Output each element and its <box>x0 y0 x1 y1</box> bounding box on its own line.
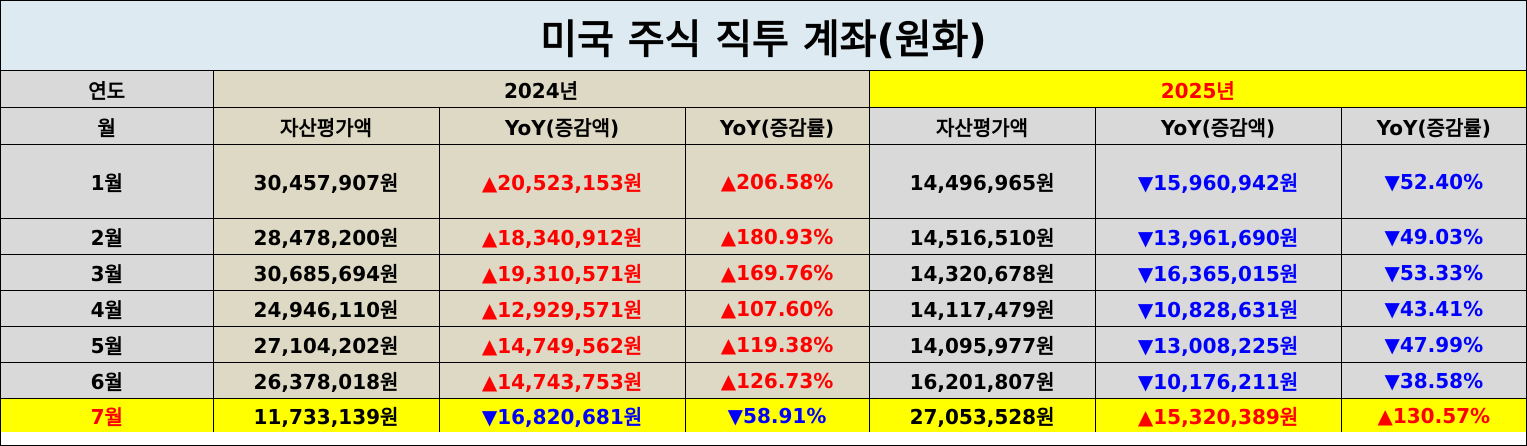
year-2024-cell[interactable]: 2024년 <box>212 71 870 108</box>
month-cell[interactable]: 4월 <box>1 290 214 327</box>
yoy-rate-2024-cell[interactable]: ▲107.60% <box>684 290 870 327</box>
yoy-rate-2025-cell[interactable]: ▼43.41% <box>1340 290 1527 327</box>
yoy-amount-2025-cell[interactable]: ▼13,961,690원 <box>1094 218 1342 255</box>
yoy-amount-2025-cell[interactable]: ▲15,320,389원 <box>1094 398 1342 432</box>
asset-2025-cell[interactable]: 14,496,965원 <box>868 144 1096 219</box>
account-table: 연도 2024년 2025년 월 자산평가액 YoY(증감액) YoY(증감률)… <box>1 71 1527 432</box>
asset-2024-cell[interactable]: 11,733,139원 <box>212 398 440 432</box>
asset-2025-cell[interactable]: 27,053,528원 <box>868 398 1096 432</box>
year-header-row: 연도 2024년 2025년 <box>1 71 1527 108</box>
col-yoy-amount-2024[interactable]: YoY(증감액) <box>438 107 686 145</box>
month-label-cell[interactable]: 월 <box>1 107 214 145</box>
table-row: 2월 28,478,200원 ▲18,340,912원 ▲180.93% 14,… <box>1 218 1527 255</box>
yoy-amount-2025-cell[interactable]: ▼16,365,015원 <box>1094 254 1342 291</box>
col-asset-2025[interactable]: 자산평가액 <box>868 107 1096 145</box>
table-row: 5월 27,104,202원 ▲14,749,562원 ▲119.38% 14,… <box>1 326 1527 363</box>
asset-2025-cell[interactable]: 14,095,977원 <box>868 326 1096 363</box>
col-asset-2024[interactable]: 자산평가액 <box>212 107 440 145</box>
month-cell[interactable]: 6월 <box>1 362 214 399</box>
yoy-rate-2024-cell[interactable]: ▲119.38% <box>684 326 870 363</box>
yoy-rate-2024-cell[interactable]: ▲126.73% <box>684 362 870 399</box>
year-2025-cell[interactable]: 2025년 <box>868 71 1527 108</box>
yoy-amount-2024-cell[interactable]: ▲12,929,571원 <box>438 290 686 327</box>
yoy-rate-2025-cell[interactable]: ▼52.40% <box>1340 144 1527 219</box>
asset-2024-cell[interactable]: 30,685,694원 <box>212 254 440 291</box>
asset-2025-cell[interactable]: 14,516,510원 <box>868 218 1096 255</box>
month-cell[interactable]: 3월 <box>1 254 214 291</box>
col-yoy-rate-2024[interactable]: YoY(증감률) <box>684 107 870 145</box>
yoy-rate-2024-cell[interactable]: ▲169.76% <box>684 254 870 291</box>
page-title: 미국 주식 직투 계좌(원화) <box>1 1 1526 71</box>
yoy-rate-2025-cell[interactable]: ▼47.99% <box>1340 326 1527 363</box>
col-yoy-rate-2025[interactable]: YoY(증감률) <box>1340 107 1527 145</box>
month-cell[interactable]: 5월 <box>1 326 214 363</box>
yoy-amount-2025-cell[interactable]: ▼10,828,631원 <box>1094 290 1342 327</box>
asset-2025-cell[interactable]: 14,117,479원 <box>868 290 1096 327</box>
asset-2024-cell[interactable]: 30,457,907원 <box>212 144 440 219</box>
yoy-amount-2025-cell[interactable]: ▼10,176,211원 <box>1094 362 1342 399</box>
asset-2024-cell[interactable]: 24,946,110원 <box>212 290 440 327</box>
table-row: 4월 24,946,110원 ▲12,929,571원 ▲107.60% 14,… <box>1 290 1527 327</box>
month-cell[interactable]: 1월 <box>1 144 214 219</box>
yoy-rate-2025-cell[interactable]: ▼49.03% <box>1340 218 1527 255</box>
yoy-rate-2025-cell[interactable]: ▼53.33% <box>1340 254 1527 291</box>
asset-2025-cell[interactable]: 14,320,678원 <box>868 254 1096 291</box>
month-cell[interactable]: 7월 <box>1 398 214 432</box>
asset-2024-cell[interactable]: 27,104,202원 <box>212 326 440 363</box>
table-row: 1월 30,457,907원 ▲20,523,153원 ▲206.58% 14,… <box>1 144 1527 219</box>
yoy-amount-2024-cell[interactable]: ▼16,820,681원 <box>438 398 686 432</box>
asset-2025-cell[interactable]: 16,201,807원 <box>868 362 1096 399</box>
yoy-amount-2024-cell[interactable]: ▲18,340,912원 <box>438 218 686 255</box>
yoy-rate-2024-cell[interactable]: ▼58.91% <box>684 398 870 432</box>
yoy-rate-2025-cell[interactable]: ▼38.58% <box>1340 362 1527 399</box>
yoy-amount-2024-cell[interactable]: ▲14,749,562원 <box>438 326 686 363</box>
table-row: 3월 30,685,694원 ▲19,310,571원 ▲169.76% 14,… <box>1 254 1527 291</box>
yoy-amount-2025-cell[interactable]: ▼13,008,225원 <box>1094 326 1342 363</box>
yoy-amount-2025-cell[interactable]: ▼15,960,942원 <box>1094 144 1342 219</box>
year-label-cell[interactable]: 연도 <box>1 71 214 108</box>
col-yoy-amount-2025[interactable]: YoY(증감액) <box>1094 107 1342 145</box>
yoy-rate-2024-cell[interactable]: ▲206.58% <box>684 144 870 219</box>
yoy-amount-2024-cell[interactable]: ▲19,310,571원 <box>438 254 686 291</box>
table-row: 6월 26,378,018원 ▲14,743,753원 ▲126.73% 16,… <box>1 362 1527 399</box>
asset-2024-cell[interactable]: 28,478,200원 <box>212 218 440 255</box>
table-row-highlighted: 7월 11,733,139원 ▼16,820,681원 ▼58.91% 27,0… <box>1 398 1527 432</box>
column-header-row: 월 자산평가액 YoY(증감액) YoY(증감률) 자산평가액 YoY(증감액)… <box>1 107 1527 145</box>
yoy-amount-2024-cell[interactable]: ▲20,523,153원 <box>438 144 686 219</box>
month-cell[interactable]: 2월 <box>1 218 214 255</box>
asset-2024-cell[interactable]: 26,378,018원 <box>212 362 440 399</box>
yoy-rate-2025-cell[interactable]: ▲130.57% <box>1340 398 1527 432</box>
yoy-rate-2024-cell[interactable]: ▲180.93% <box>684 218 870 255</box>
yoy-amount-2024-cell[interactable]: ▲14,743,753원 <box>438 362 686 399</box>
